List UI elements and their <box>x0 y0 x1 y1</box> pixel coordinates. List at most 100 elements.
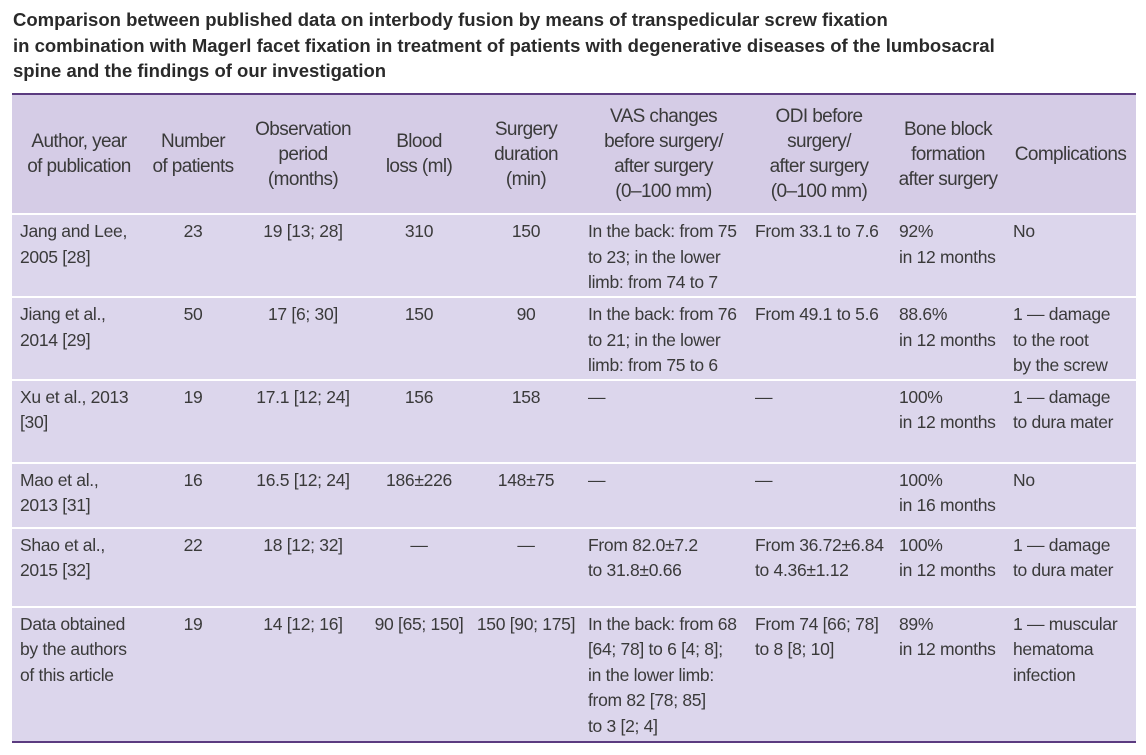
cell-blood-loss: 186±226 <box>366 461 472 528</box>
cell-author: Jiang et al., 2014 [29] <box>12 296 146 380</box>
header-line: Surgery <box>494 118 558 140</box>
cell-duration: — <box>472 526 580 607</box>
header-line: loss (ml) <box>385 156 453 177</box>
cell-line: to dura mater <box>1013 560 1114 580</box>
cell-blood-loss: 90 [65; 150] <box>366 605 472 742</box>
header-bone-block: Bone block formation after surgery <box>891 94 1005 214</box>
cell-line: 92% <box>899 221 934 241</box>
cell-complications: 1 — damage to dura mater <box>1005 526 1136 607</box>
cell-bone-block: 100% in 12 months <box>891 526 1005 607</box>
comparison-table: Author, year of publication Number of patie… <box>12 93 1136 743</box>
cell-bone-block: 92% in 12 months <box>891 213 1005 297</box>
cell-line: Xu et al., 2013 <box>20 386 129 407</box>
cell-vas: In the back: from 68 [64; 78] to 6 [4; 8]… <box>580 605 747 742</box>
header-line: Author, year <box>31 131 127 152</box>
cell-blood-loss: 150 <box>366 296 472 380</box>
table-body: Jang and Lee, 2005 [28] 23 19 [13; 28] 310 15… <box>12 213 1136 742</box>
header-line: Blood <box>396 131 442 152</box>
cell-line: to 23; in the lower <box>588 246 721 267</box>
cell-line: in 12 months <box>899 329 996 350</box>
cell-line: infection <box>1013 664 1076 685</box>
cell-vas: In the back: from 75 to 23; in the lower l… <box>580 213 747 297</box>
cell-author: Shao et al., 2015 [32] <box>12 526 146 607</box>
table-row: Jang and Lee, 2005 [28] 23 19 [13; 28] 310 15… <box>12 213 1136 297</box>
header-line: of patients <box>152 156 234 177</box>
cell-odi: From 74 [66; 78] to 8 [8; 10] <box>747 605 891 742</box>
header-line: after surgery <box>769 156 869 177</box>
cell-line: hematoma <box>1013 639 1094 659</box>
header-line: duration <box>494 143 558 165</box>
cell-complications: No <box>1005 461 1136 528</box>
cell-line: 2015 [32] <box>20 560 91 580</box>
cell-line: to 4.36±1.12 <box>755 560 849 580</box>
cell-author: Mao et al., 2013 [31] <box>12 461 146 528</box>
cell-vas: — <box>580 378 747 463</box>
cell-bone-block: 88.6% in 12 months <box>891 296 1005 380</box>
header-line: after surgery <box>898 168 998 190</box>
header-patients: Number of patients <box>146 94 240 214</box>
cell-blood-loss: 310 <box>366 213 472 297</box>
cell-duration: 90 <box>472 296 580 380</box>
cell-line: 2005 [28] <box>20 246 91 267</box>
cell-period: 14 [12; 16] <box>240 605 366 742</box>
cell-duration: 150 [90; 175] <box>472 605 580 742</box>
cell-line: in 12 months <box>899 560 996 580</box>
cell-line: 2014 [29] <box>20 329 91 350</box>
header-duration: Surgery duration (min) <box>472 94 580 214</box>
cell-line: by the authors <box>20 639 127 659</box>
cell-period: 16.5 [12; 24] <box>240 461 366 528</box>
table-row: Mao et al., 2013 [31] 16 16.5 [12; 24] 186±2… <box>12 461 1136 528</box>
table-row: Jiang et al., 2014 [29] 50 17 [6; 30] 150 90 I… <box>12 296 1136 380</box>
cell-line: Jiang et al., <box>20 304 106 324</box>
cell-patients: 23 <box>146 213 240 297</box>
cell-line: Data obtained <box>20 613 126 634</box>
cell-patients: 50 <box>146 296 240 380</box>
cell-line: — <box>755 386 773 407</box>
cell-patients: 19 <box>146 378 240 463</box>
header-line: Bone block <box>903 118 993 140</box>
header-line: of publication <box>27 156 131 177</box>
header-line: Observation <box>255 118 351 140</box>
cell-line: From 49.1 to 5.6 <box>755 304 879 324</box>
cell-odi: From 49.1 to 5.6 <box>747 296 891 380</box>
cell-duration: 158 <box>472 378 580 463</box>
cell-author: Jang and Lee, 2005 [28] <box>12 213 146 297</box>
header-line: after surgery <box>614 156 713 177</box>
header-odi: ODI before surgery/after surgery (0–100 mm… <box>747 94 891 214</box>
cell-blood-loss: — <box>366 526 472 607</box>
header-line: Complications <box>1014 143 1127 165</box>
cell-period: 18 [12; 32] <box>240 526 366 607</box>
cell-line: limb: from 74 to 7 <box>588 272 718 292</box>
cell-line: Shao et al., <box>20 534 105 555</box>
cell-complications: 1 — damage to dura mater <box>1005 378 1136 463</box>
header-line: VAS changes <box>609 106 718 127</box>
cell-line: in the lower limb: <box>588 664 714 685</box>
table-row: Xu et al., 2013 [30] 19 17.1 [12; 24] 156 158… <box>12 378 1136 463</box>
cell-line: in 16 months <box>899 495 996 515</box>
header-row: Author, year of publication Number of patie… <box>12 94 1136 214</box>
header-line: surgery/ <box>787 131 851 152</box>
header-author: Author, year of publication <box>12 94 146 214</box>
cell-line: 2013 [31] <box>20 495 91 515</box>
cell-duration: 150 <box>472 213 580 297</box>
cell-line: to 31.8±0.66 <box>588 560 682 580</box>
table-row: Data obtained by the authors of this artic… <box>12 605 1136 742</box>
cell-line: to 21; in the lower <box>588 329 721 350</box>
cell-line: From 82.0±7.2 <box>588 534 698 555</box>
cell-line: from 82 [78; 85] <box>588 690 706 710</box>
cell-complications: 1 — muscular hematoma infection <box>1005 605 1136 742</box>
cell-period: 19 [13; 28] <box>240 213 366 297</box>
cell-vas: In the back: from 76 to 21; in the lower l… <box>580 296 747 380</box>
header-line: period <box>278 143 328 165</box>
cell-line: From 33.1 to 7.6 <box>755 221 879 241</box>
cell-line: 1 — damage <box>1013 534 1111 555</box>
cell-line: In the back: from 68 <box>588 613 737 634</box>
cell-line: [64; 78] to 6 [4; 8]; <box>588 639 723 659</box>
cell-duration: 148±75 <box>472 461 580 528</box>
cell-line: limb: from 75 to 6 <box>588 355 718 375</box>
cell-line: in 12 months <box>899 639 996 659</box>
header-vas: VAS changes before surgery/after surgery (… <box>580 94 747 214</box>
cell-vas: — <box>580 461 747 528</box>
table-row: Shao et al., 2015 [32] 22 18 [12; 32] — — From… <box>12 526 1136 607</box>
cell-odi: From 33.1 to 7.6 <box>747 213 891 297</box>
